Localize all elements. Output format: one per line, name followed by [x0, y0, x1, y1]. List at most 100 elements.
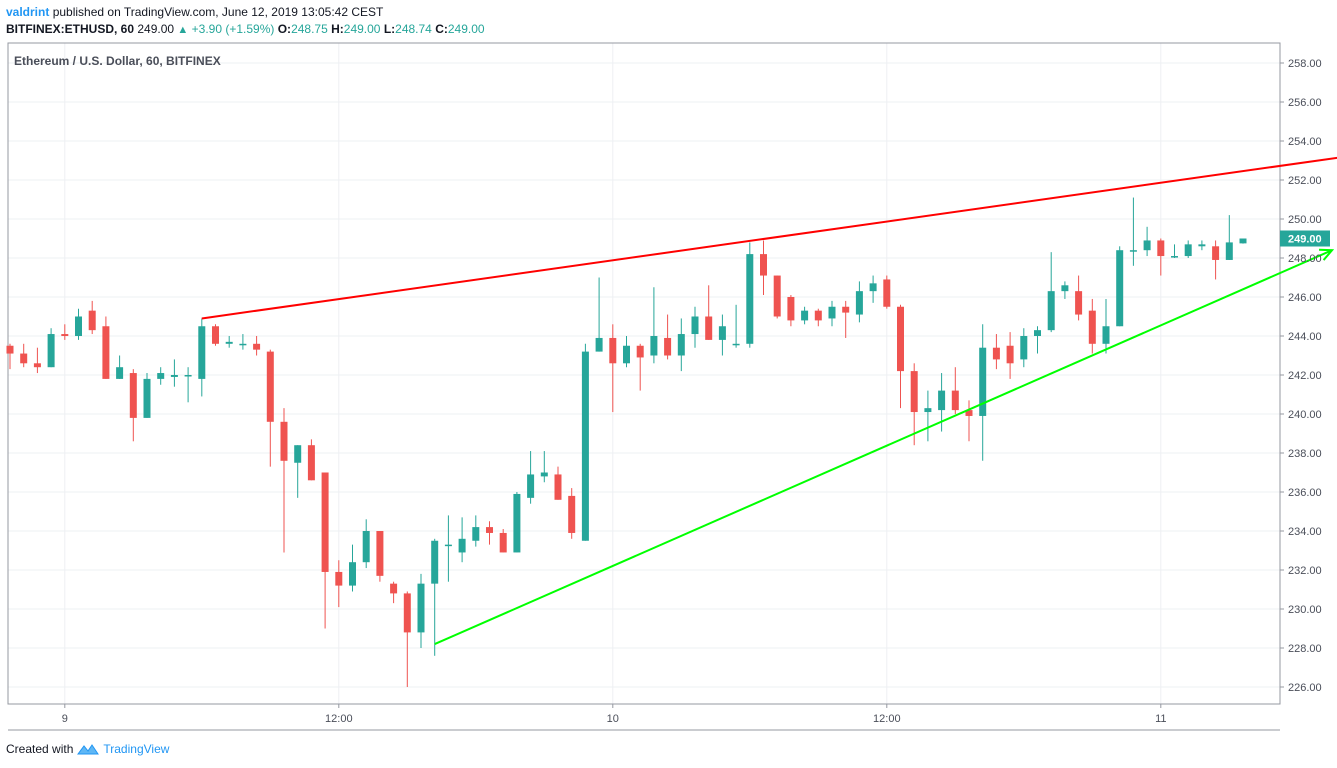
candle	[403, 591, 411, 687]
candle-body	[1198, 244, 1206, 247]
candle-body	[280, 421, 288, 461]
symbol-name[interactable]: BITFINEX:ETHUSD, 60	[6, 22, 135, 36]
open-label: O:	[277, 22, 292, 36]
candle	[992, 334, 1000, 370]
candle-body	[801, 310, 809, 321]
candle	[828, 300, 836, 327]
resistance-line[interactable]	[201, 155, 1337, 320]
candle-body	[787, 297, 795, 321]
candle-body	[609, 337, 617, 364]
x-tick-label: 10	[607, 713, 619, 725]
candle-body	[965, 410, 973, 416]
candle-body	[869, 283, 877, 292]
candle	[116, 355, 124, 379]
tradingview-logo-icon	[77, 744, 100, 755]
candle-body	[362, 531, 370, 563]
x-tick-label: 11	[1155, 713, 1166, 725]
candle	[760, 240, 767, 296]
candle-body	[773, 275, 781, 317]
candle	[129, 369, 137, 442]
candle	[540, 451, 548, 483]
trend-lines[interactable]	[201, 151, 1337, 646]
candle-body	[623, 345, 630, 364]
footer: Created with TradingView	[6, 742, 169, 756]
author-link[interactable]: valdrint	[6, 5, 50, 19]
support-arrow-head	[1319, 248, 1335, 261]
price-axis[interactable]: 258.00 256.00 254.00 252.00 250.00 248.00 246.…	[1280, 58, 1322, 694]
candle	[609, 324, 617, 413]
candle	[321, 472, 329, 629]
candle	[6, 343, 14, 370]
candle-body	[1034, 330, 1041, 336]
resistance-trend-line[interactable]	[201, 151, 1337, 320]
candle-body	[595, 337, 603, 352]
candle	[623, 336, 630, 368]
candle	[773, 275, 781, 319]
y-tick-label: 252.00	[1288, 175, 1322, 187]
candle	[581, 343, 589, 541]
candles	[6, 197, 1247, 687]
support-line[interactable]	[434, 249, 1333, 646]
chart-grid	[8, 43, 1280, 704]
candle-body	[1225, 242, 1233, 260]
candle-body	[499, 532, 507, 553]
candle	[390, 581, 398, 604]
candle-body	[992, 347, 1000, 360]
candle-body	[938, 390, 946, 411]
published-text: published on TradingView.com, June 12, 2…	[52, 5, 384, 19]
candle	[102, 316, 110, 379]
tradingview-link[interactable]: TradingView	[103, 742, 170, 756]
candle-body	[581, 351, 589, 541]
candle-body	[951, 390, 959, 411]
candle	[677, 318, 685, 372]
candle	[1047, 252, 1055, 333]
y-tick-label: 232.00	[1288, 565, 1322, 577]
candle-body	[1006, 345, 1014, 364]
candle	[417, 573, 425, 648]
y-tick-label: 226.00	[1288, 682, 1322, 694]
candle	[1225, 215, 1233, 260]
candle-body	[691, 316, 699, 335]
y-tick-label: 256.00	[1288, 97, 1322, 109]
candle	[1020, 328, 1028, 368]
candle	[458, 517, 466, 563]
candle	[1198, 240, 1206, 251]
candle	[718, 314, 726, 356]
candle-body	[47, 334, 55, 368]
candle-body	[718, 326, 726, 340]
candle	[1157, 238, 1165, 276]
candle-body	[732, 343, 740, 346]
candle-body	[33, 363, 41, 368]
candle	[1102, 298, 1110, 354]
candle-body	[677, 334, 685, 356]
publish-line: valdrint published on TradingView.com, J…	[6, 5, 383, 19]
candle	[376, 531, 384, 582]
candle-body	[1047, 291, 1055, 331]
y-tick-label: 248.00	[1288, 253, 1322, 265]
candle-body	[239, 343, 247, 346]
low-label: L:	[383, 22, 396, 36]
candle	[636, 343, 644, 391]
candle-body	[417, 583, 425, 633]
symbol-line: BITFINEX:ETHUSD, 60 249.00 ▲ +3.90 (+1.5…	[6, 22, 485, 36]
candle	[349, 544, 356, 592]
y-tick-label: 246.00	[1288, 292, 1322, 304]
support-trend-line[interactable]	[434, 248, 1335, 646]
candle-body	[636, 345, 644, 358]
candle	[842, 300, 850, 338]
candle-body	[321, 472, 329, 572]
y-tick-label: 242.00	[1288, 370, 1322, 382]
candle	[47, 328, 55, 368]
candle-body	[1171, 256, 1178, 258]
high-value: 249.00	[343, 22, 381, 36]
candle-body	[253, 343, 261, 350]
last-price-tag: 249.00	[1280, 230, 1330, 247]
candle-body	[472, 527, 480, 541]
candle	[499, 529, 507, 553]
candle	[212, 324, 219, 346]
candle	[253, 336, 261, 356]
candle-body	[376, 531, 384, 576]
candle	[1075, 275, 1083, 321]
